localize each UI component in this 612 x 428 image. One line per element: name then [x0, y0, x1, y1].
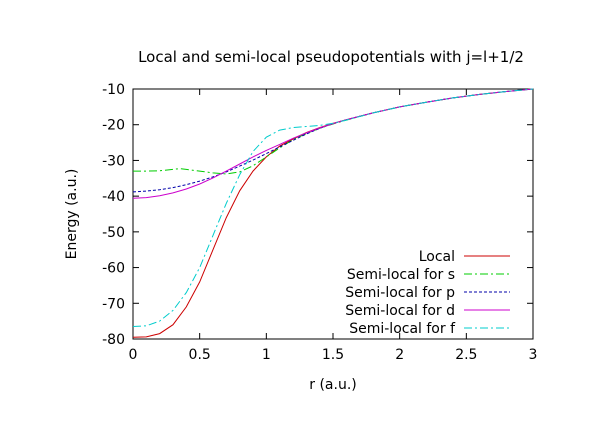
y-tick-label: -20	[102, 118, 125, 134]
x-tick-label: 0	[129, 347, 138, 363]
legend: Local Semi-local for s Semi-local for p Sem…	[345, 249, 510, 337]
x-tick-label: 2	[395, 347, 404, 363]
legend-label: Local	[419, 249, 455, 265]
series-line-2	[132, 88, 534, 193]
legend-label: Semi-local for f	[349, 321, 456, 337]
y-tick-label: -60	[102, 261, 125, 277]
legend-label: Semi-local for s	[347, 267, 455, 283]
y-tick-label: -10	[102, 82, 125, 98]
series-line-0	[132, 88, 534, 338]
x-tick-label: 1	[262, 347, 271, 363]
series-lines	[132, 88, 534, 338]
y-tick-label: -70	[102, 296, 125, 312]
series-line-3	[132, 88, 534, 199]
x-axis-label: r (a.u.)	[309, 377, 356, 393]
legend-label: Semi-local for p	[345, 285, 455, 301]
y-axis-ticks: -80 -70 -60 -50 -40 -30 -20 -10	[102, 82, 533, 348]
x-tick-label: 0.5	[189, 347, 211, 363]
y-axis-label: Energy (a.u.)	[64, 169, 80, 260]
chart-title: Local and semi-local pseudopotentials wi…	[138, 48, 524, 66]
y-tick-label: -30	[102, 153, 125, 169]
series-line-4	[132, 88, 534, 327]
x-axis-ticks: 0 0.5 1 1.5 2 2.5 3	[129, 89, 538, 363]
y-tick-label: -80	[102, 332, 125, 348]
x-tick-label: 1.5	[322, 347, 344, 363]
y-tick-label: -40	[102, 189, 125, 205]
x-tick-label: 3	[529, 347, 538, 363]
series-line-1	[133, 88, 534, 175]
y-tick-label: -50	[102, 225, 125, 241]
legend-label: Semi-local for d	[345, 303, 455, 319]
x-tick-label: 2.5	[455, 347, 477, 363]
plot-frame	[132, 88, 534, 340]
